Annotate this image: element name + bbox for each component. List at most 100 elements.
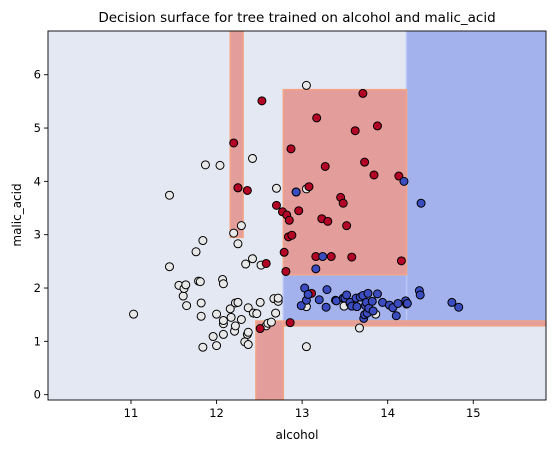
y-tick-label: 2 <box>34 281 41 295</box>
data-point-class-1 <box>370 171 378 179</box>
decision-region-class-2 <box>407 31 546 322</box>
data-point-class-1 <box>321 162 329 170</box>
data-point-class-0 <box>274 294 282 302</box>
data-point-class-0 <box>219 317 227 325</box>
decision-region-class-1 <box>283 90 406 275</box>
y-axis-label: malic_acid <box>10 183 24 246</box>
data-point-class-0 <box>130 310 138 318</box>
data-point-class-2 <box>369 307 377 315</box>
data-point-class-1 <box>305 183 313 191</box>
data-point-class-2 <box>400 177 408 185</box>
data-point-class-1 <box>286 319 294 327</box>
data-point-class-0 <box>199 343 207 351</box>
data-point-class-2 <box>353 303 361 311</box>
data-point-class-1 <box>285 216 293 224</box>
data-point-class-1 <box>280 248 288 256</box>
data-point-class-1 <box>243 186 251 194</box>
data-point-class-2 <box>315 296 323 304</box>
data-point-class-0 <box>209 333 217 341</box>
data-point-class-2 <box>368 297 376 305</box>
data-point-class-0 <box>234 240 242 248</box>
data-point-class-1 <box>256 325 264 333</box>
data-point-class-1 <box>234 184 242 192</box>
data-point-class-0 <box>213 310 221 318</box>
x-tick-label: 14 <box>380 406 395 420</box>
data-point-class-0 <box>197 299 205 307</box>
data-point-class-1 <box>258 97 266 105</box>
x-tick-label: 13 <box>295 406 310 420</box>
data-point-class-2 <box>304 290 312 298</box>
data-point-class-0 <box>256 298 264 306</box>
data-point-class-2 <box>448 298 456 306</box>
data-point-class-2 <box>394 299 402 307</box>
data-point-class-0 <box>237 315 245 323</box>
data-point-class-1 <box>359 89 367 97</box>
data-point-class-2 <box>364 289 372 297</box>
data-point-class-1 <box>287 145 295 153</box>
data-point-class-0 <box>244 341 252 349</box>
data-point-class-0 <box>197 312 205 320</box>
data-point-class-0 <box>244 328 252 336</box>
data-point-class-1 <box>230 139 238 147</box>
data-point-class-1 <box>282 267 290 275</box>
data-point-class-2 <box>455 303 463 311</box>
data-point-class-0 <box>192 248 200 256</box>
x-tick-label: 15 <box>466 406 481 420</box>
decision-region-class-1 <box>283 321 546 326</box>
data-point-class-1 <box>351 127 359 135</box>
data-point-class-0 <box>231 322 239 330</box>
data-point-class-1 <box>397 257 405 265</box>
data-point-class-0 <box>234 298 242 306</box>
data-point-class-0 <box>219 280 227 288</box>
data-point-class-0 <box>230 229 238 237</box>
x-axis-ticks: 11 12 13 14 15 <box>124 400 481 420</box>
data-point-class-0 <box>183 302 191 310</box>
data-point-class-2 <box>312 265 320 273</box>
x-tick-label: 12 <box>209 406 224 420</box>
y-tick-label: 0 <box>34 388 41 402</box>
y-tick-label: 4 <box>34 174 41 188</box>
data-point-class-1 <box>339 199 347 207</box>
data-point-class-0 <box>179 292 187 300</box>
data-point-class-1 <box>327 253 335 261</box>
y-axis-ticks: 0 1 2 3 4 5 6 <box>34 68 48 402</box>
data-point-class-0 <box>272 184 280 192</box>
data-point-class-0 <box>249 154 257 162</box>
data-point-class-0 <box>216 161 224 169</box>
data-point-class-1 <box>313 114 321 122</box>
data-point-class-0 <box>272 309 280 317</box>
data-point-class-1 <box>295 207 303 215</box>
data-point-class-0 <box>237 222 245 230</box>
data-point-class-0 <box>267 318 275 326</box>
data-point-class-1 <box>343 222 351 230</box>
data-point-class-1 <box>272 201 280 209</box>
data-point-class-2 <box>392 312 400 320</box>
data-point-class-0 <box>249 255 257 263</box>
data-point-class-0 <box>227 313 235 321</box>
decision-region-class-1 <box>230 31 243 237</box>
data-point-class-2 <box>322 303 330 311</box>
y-tick-label: 5 <box>34 121 41 135</box>
x-tick-label: 11 <box>124 406 139 420</box>
data-point-class-2 <box>417 199 425 207</box>
data-point-class-0 <box>302 343 310 351</box>
data-point-class-2 <box>416 291 424 299</box>
data-point-class-0 <box>242 260 250 268</box>
data-point-class-2 <box>323 286 331 294</box>
y-tick-label: 6 <box>34 68 41 82</box>
y-tick-label: 1 <box>34 334 41 348</box>
y-tick-label: 3 <box>34 228 41 242</box>
data-point-class-2 <box>373 290 381 298</box>
data-point-class-0 <box>166 263 174 271</box>
data-point-class-0 <box>213 342 221 350</box>
data-point-class-1 <box>288 231 296 239</box>
data-point-class-2 <box>343 291 351 299</box>
data-point-class-0 <box>219 330 227 338</box>
data-point-class-0 <box>182 281 190 289</box>
data-point-class-2 <box>292 188 300 196</box>
data-point-class-2 <box>403 299 411 307</box>
data-point-class-0 <box>196 278 204 286</box>
data-point-class-0 <box>166 191 174 199</box>
data-point-class-1 <box>324 217 332 225</box>
data-point-class-0 <box>302 81 310 89</box>
